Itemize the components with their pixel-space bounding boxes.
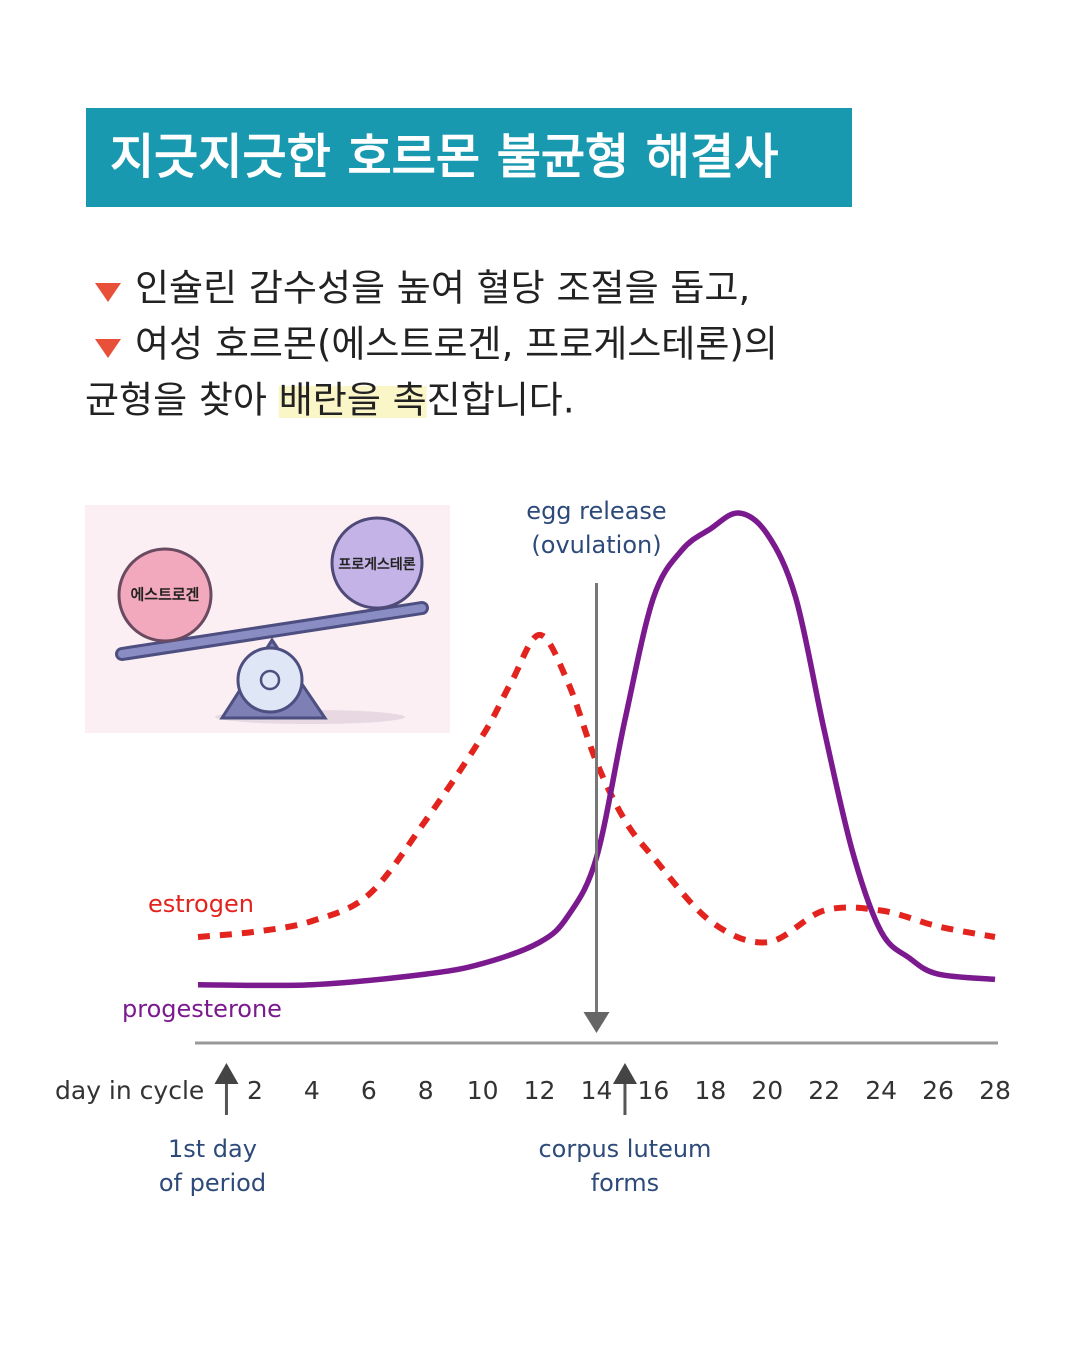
beam-face — [118, 604, 426, 658]
arrow-head — [612, 1063, 637, 1084]
hub — [259, 669, 281, 691]
annotation: egg release — [526, 497, 666, 525]
closing-text: 진합니다. — [427, 379, 575, 422]
progesterone-ball — [330, 516, 424, 610]
x-tick-label: 12 — [524, 1076, 556, 1105]
x-tick-label: 22 — [808, 1076, 840, 1105]
series-label: progesterone — [122, 995, 282, 1023]
x-tick-label: 2 — [247, 1076, 263, 1105]
x-tick-label: 14 — [581, 1076, 613, 1105]
x-tick-label: 24 — [865, 1076, 897, 1105]
annotation: (ovulation) — [531, 531, 661, 559]
x-tick-label: 4 — [304, 1076, 320, 1105]
bullet-text: 여성 호르몬(에스트로겐, 프로게스테론)의 — [135, 323, 778, 366]
title-box — [86, 108, 852, 207]
estrogen-ball — [117, 547, 213, 643]
bullet-icon — [95, 339, 121, 358]
annotation: of period — [159, 1169, 266, 1197]
x-tick-label: 20 — [751, 1076, 783, 1105]
closing-text: 배란을 촉 — [279, 379, 427, 422]
chart: day in cycle 2 4 6 8 10 12 14 16 18 20 22 24 26 28estr… — [55, 497, 1011, 1197]
illustration: 에스트로겐 프로게스테론 — [85, 505, 450, 733]
ball-label: 에스트로겐 — [130, 586, 199, 604]
series-label: estrogen — [148, 890, 254, 918]
arrow-head — [583, 1012, 610, 1033]
fulcrum-disc — [236, 646, 304, 714]
closing-line: 균형을 찾아 배란을 촉 진합니다. — [85, 379, 575, 422]
annotation: corpus luteum — [538, 1135, 711, 1163]
annotation: forms — [591, 1169, 659, 1197]
x-tick-label: 28 — [979, 1076, 1011, 1105]
x-tick-label: 10 — [467, 1076, 499, 1105]
x-axis-label: day in cycle — [55, 1076, 204, 1105]
x-tick-label: 6 — [361, 1076, 377, 1105]
arrow-head — [214, 1063, 239, 1084]
bullet-icon — [95, 283, 121, 302]
x-tick-label: 18 — [694, 1076, 726, 1105]
bullet-text: 인슐린 감수성을 높여 혈당 조절을 돕고, — [135, 267, 750, 310]
title: 지긋지긋한 호르몬 불균형 해결사 — [110, 129, 778, 185]
line — [197, 631, 996, 946]
x-tick-label: 16 — [638, 1076, 670, 1105]
line — [197, 510, 996, 989]
annotation: 1st day — [168, 1135, 257, 1163]
x-tick-label: 26 — [922, 1076, 954, 1105]
x-tick-label: 8 — [418, 1076, 434, 1105]
ball-label: 프로게스테론 — [338, 557, 415, 573]
highlight — [278, 386, 427, 418]
closing-text: 균형을 찾아 — [85, 379, 279, 422]
